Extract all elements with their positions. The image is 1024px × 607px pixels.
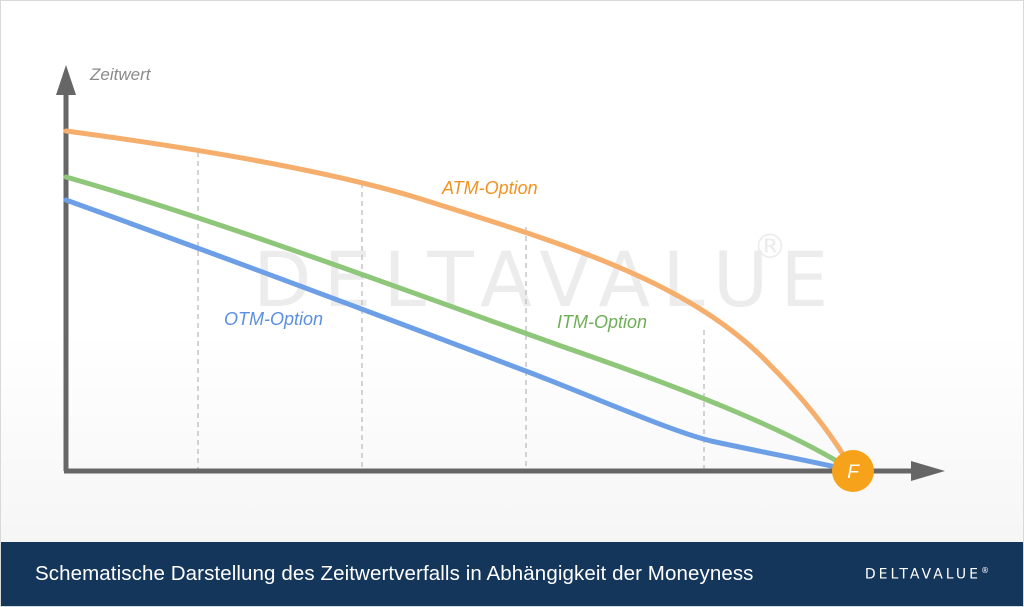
watermark-text: DELTAVALUE (253, 235, 840, 324)
y-axis-arrow-icon (56, 65, 76, 95)
brand-logo-symbol: ® (981, 565, 989, 575)
brand-logo-text: DELTAVALUE (864, 566, 981, 583)
watermark: DELTAVALUE ® (253, 227, 840, 324)
curve-atm (63, 128, 856, 474)
brand-logo: DELTAVALUE® (865, 566, 989, 583)
caption-bar: Schematische Darstellung des Zeitwertver… (1, 542, 1023, 606)
diagram-canvas: DELTAVALUE ® Zeitwert ATM-Option IT (56, 65, 945, 492)
axes: Zeitwert (56, 65, 945, 481)
label-itm-option: ITM-Option (557, 312, 647, 332)
endpoint-circle (832, 450, 874, 492)
watermark-symbol: ® (753, 227, 787, 267)
label-atm-option: ATM-Option (441, 178, 538, 198)
curve-itm (63, 174, 856, 474)
curve-labels: ATM-Option ITM-Option OTM-Option (224, 178, 647, 332)
caption-text: Schematische Darstellung des Zeitwertver… (35, 562, 754, 585)
endpoint-label: F (847, 462, 860, 483)
gridlines (197, 152, 705, 471)
label-otm-option: OTM-Option (224, 309, 323, 329)
x-axis-arrow-icon (911, 461, 945, 481)
endpoint-marker: F (832, 450, 874, 492)
curve-otm (63, 197, 856, 474)
curves (63, 128, 856, 474)
y-axis-label: Zeitwert (89, 65, 152, 84)
